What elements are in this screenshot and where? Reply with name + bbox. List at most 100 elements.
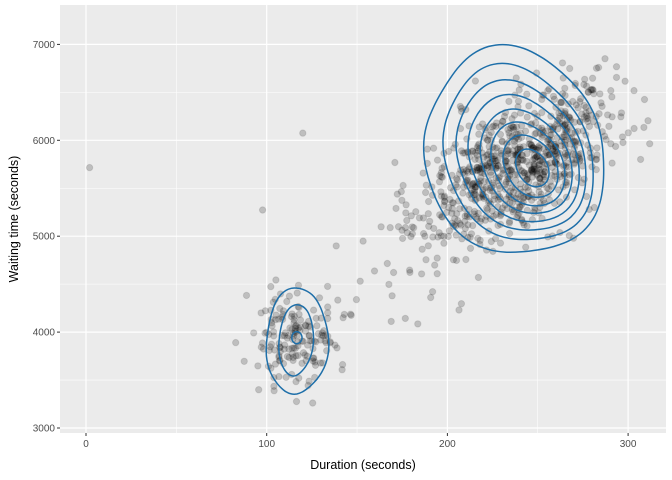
scatter-point: [301, 321, 310, 329]
scatter-point: [459, 189, 467, 197]
scatter-point: [523, 90, 531, 98]
scatter-point: [433, 254, 441, 262]
scatter-point: [536, 174, 544, 183]
scatter-point: [550, 95, 558, 104]
scatter-point: [516, 203, 524, 211]
scatter-point: [471, 186, 479, 195]
scatter-point: [443, 208, 451, 217]
scatter-point: [309, 399, 317, 407]
scatter-point: [541, 168, 549, 176]
scatter-point: [582, 115, 590, 123]
scatter-point: [429, 233, 437, 241]
scatter-point: [389, 268, 398, 277]
scatter-point: [533, 153, 542, 161]
scatter-point: [494, 156, 502, 165]
scatter-point: [474, 165, 483, 174]
scatter-point: [283, 352, 291, 361]
scatter-point: [510, 111, 519, 119]
scatter-point: [359, 237, 367, 245]
scatter-point: [266, 343, 274, 351]
density-contour: [514, 148, 550, 188]
scatter-point: [531, 154, 540, 162]
scatter-point: [474, 273, 483, 282]
scatter-point: [431, 261, 439, 269]
scatter-point: [536, 165, 545, 174]
scatter-point: [311, 358, 319, 366]
scatter-point: [270, 332, 278, 340]
scatter-point: [549, 124, 557, 133]
scatter-point: [535, 144, 543, 152]
scatter-point: [617, 109, 626, 117]
scatter-point: [291, 322, 300, 330]
scatter-point: [298, 359, 306, 367]
scatter-point: [597, 99, 605, 107]
scatter-point: [441, 198, 449, 206]
scatter-point: [547, 112, 555, 120]
scatter-point: [556, 114, 564, 122]
scatter-point: [515, 203, 524, 211]
scatter-point: [262, 328, 271, 336]
scatter-point: [441, 197, 449, 205]
scatter-point: [476, 236, 484, 245]
scatter-point: [523, 113, 531, 121]
scatter-point: [473, 163, 481, 172]
scatter-point: [533, 152, 541, 161]
scatter-point: [292, 321, 301, 330]
scatter-point: [521, 172, 529, 180]
scatter-point: [456, 205, 464, 213]
scatter-point: [288, 310, 296, 318]
scatter-point: [561, 110, 569, 119]
scatter-point: [333, 344, 341, 352]
scatter-point: [281, 329, 290, 337]
scatter-point: [608, 113, 616, 121]
scatter-point: [448, 209, 456, 217]
scatter-point: [419, 229, 428, 238]
scatter-point: [492, 119, 501, 127]
scatter-point: [258, 339, 267, 347]
scatter-point: [588, 86, 596, 94]
scatter-point: [502, 178, 510, 186]
scatter-point: [412, 208, 420, 216]
scatter-point: [539, 171, 548, 179]
scatter-point: [392, 204, 400, 213]
scatter-point: [508, 184, 516, 192]
scatter-point: [398, 196, 406, 205]
scatter-point: [421, 232, 429, 240]
scatter-point: [257, 309, 265, 317]
scatter-point: [419, 214, 428, 222]
scatter-point: [508, 166, 516, 174]
scatter-point: [312, 314, 320, 322]
scatter-point: [305, 377, 313, 385]
scatter-point: [518, 156, 527, 164]
scatter-point: [612, 73, 621, 82]
scatter-point: [430, 224, 438, 233]
scatter-point: [533, 171, 541, 179]
scatter-point: [267, 282, 275, 291]
y-axis-title: Waiting time (seconds): [7, 155, 21, 283]
scatter-point: [646, 140, 654, 148]
scatter-point: [283, 297, 291, 306]
scatter-point: [280, 332, 289, 340]
x-tick-label: 100: [258, 439, 275, 450]
scatter-point: [520, 169, 528, 177]
scatter-point: [418, 245, 426, 253]
x-tick-label: 200: [439, 439, 456, 450]
scatter-point: [558, 59, 567, 67]
scatter-point: [526, 140, 534, 148]
scatter-point: [405, 266, 414, 274]
scatter-point: [483, 151, 491, 160]
scatter-point: [560, 133, 568, 141]
scatter-point: [332, 242, 340, 250]
scatter-point: [401, 223, 410, 232]
scatter-point: [521, 183, 529, 191]
scatter-point: [636, 155, 645, 164]
contours-layer: [265, 43, 605, 395]
scatter-point: [471, 190, 480, 199]
scatter-point: [488, 123, 497, 131]
scatter-point: [398, 234, 407, 243]
density-contour: [422, 43, 605, 254]
scatter-point: [461, 212, 469, 220]
scatter-point: [612, 62, 621, 71]
scatter-point: [402, 201, 410, 209]
